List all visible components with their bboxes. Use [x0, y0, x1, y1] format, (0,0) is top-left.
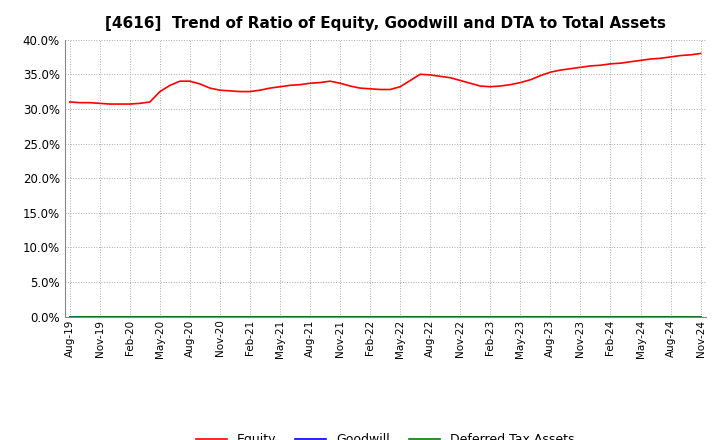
Goodwill [145, 314, 154, 319]
Equity [476, 84, 485, 89]
Goodwill [326, 314, 335, 319]
Deferred Tax Assets [376, 314, 384, 319]
Deferred Tax Assets [476, 314, 485, 319]
Line: Equity: Equity [70, 53, 701, 104]
Equity [336, 81, 344, 86]
Goodwill [416, 314, 425, 319]
Equity [106, 101, 114, 106]
Goodwill [466, 314, 474, 319]
Goodwill [376, 314, 384, 319]
Goodwill [476, 314, 485, 319]
Goodwill [696, 314, 705, 319]
Legend: Equity, Goodwill, Deferred Tax Assets: Equity, Goodwill, Deferred Tax Assets [191, 429, 580, 440]
Equity [386, 87, 395, 92]
Equity [426, 72, 435, 77]
Deferred Tax Assets [696, 314, 705, 319]
Deferred Tax Assets [145, 314, 154, 319]
Equity [486, 84, 495, 89]
Deferred Tax Assets [416, 314, 425, 319]
Equity [66, 99, 74, 105]
Deferred Tax Assets [466, 314, 474, 319]
Equity [696, 51, 705, 56]
Title: [4616]  Trend of Ratio of Equity, Goodwill and DTA to Total Assets: [4616] Trend of Ratio of Equity, Goodwil… [104, 16, 666, 32]
Deferred Tax Assets [326, 314, 335, 319]
Goodwill [66, 314, 74, 319]
Equity [156, 89, 164, 94]
Deferred Tax Assets [66, 314, 74, 319]
